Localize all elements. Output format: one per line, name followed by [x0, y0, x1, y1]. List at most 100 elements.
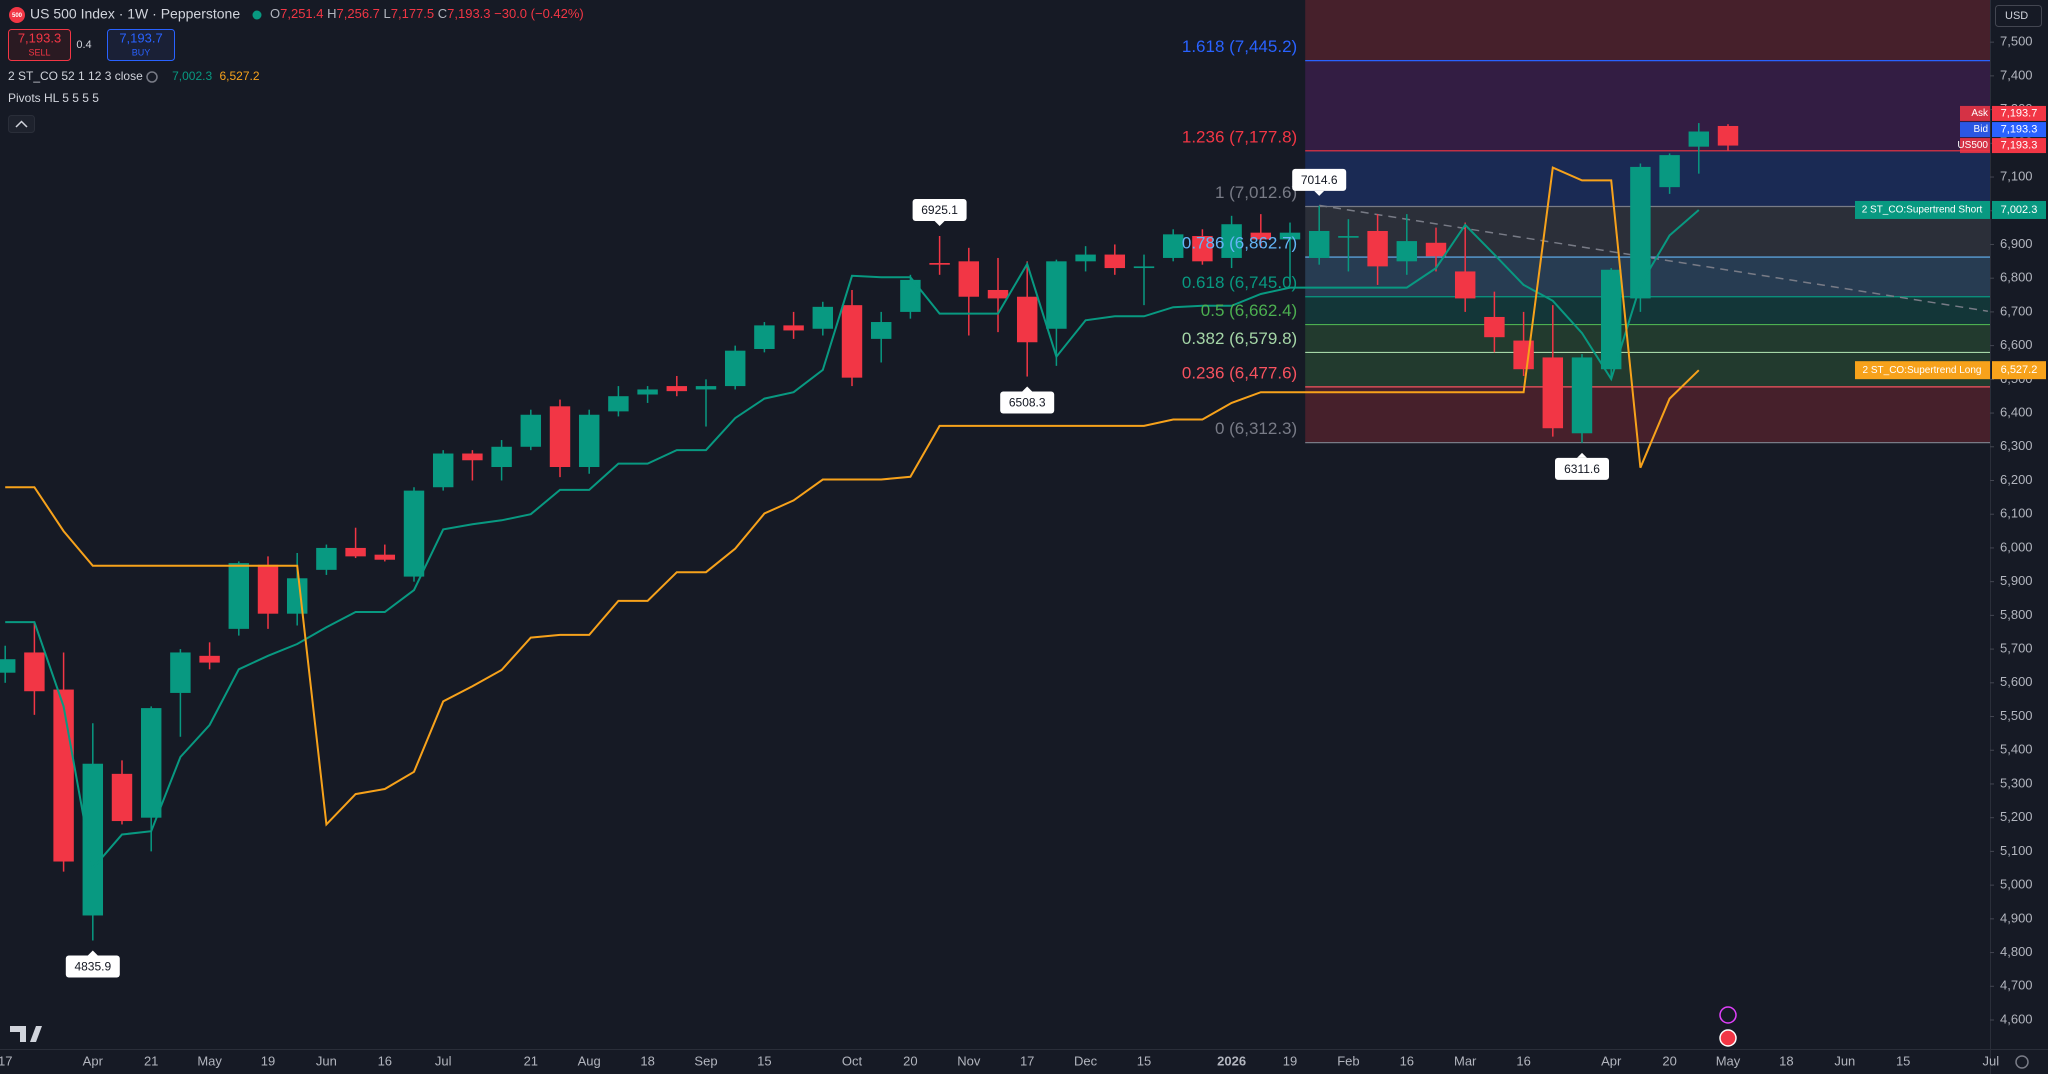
y-tick-label: 7,500 — [2000, 34, 2033, 49]
pivots-legend[interactable]: Pivots HL 5 5 5 5 — [8, 91, 99, 105]
candle-body — [286, 578, 308, 614]
indicator-legend[interactable]: 2 ST_CO 52 1 12 3 close 7,002.3 6,527.2 — [8, 69, 260, 83]
candle-body — [432, 453, 454, 488]
currency-button[interactable] — [1995, 5, 2042, 27]
x-tick-label: Mar — [1454, 1053, 1477, 1068]
candle-body — [1542, 357, 1564, 429]
fib-level-label: 1.618 (7,445.2) — [1182, 37, 1297, 56]
ohlc-value: 7,193.3 — [447, 6, 490, 21]
trend-line — [1319, 204, 1988, 312]
pivot-label-pointer — [1314, 190, 1325, 196]
y-tick-label: 5,200 — [2000, 809, 2033, 824]
indicator-settings-icon[interactable] — [146, 71, 158, 83]
pivot-label-pointer — [1022, 386, 1033, 392]
series-name: 2 ST_CO:Supertrend Short — [1862, 205, 1983, 216]
axis-settings-icon[interactable] — [2015, 1055, 2029, 1069]
y-tick-label: 6,600 — [2000, 337, 2033, 352]
fib-level-label: 1.236 (7,177.8) — [1182, 127, 1297, 146]
economic-events-icon[interactable] — [1719, 1029, 1737, 1047]
candle-body — [1338, 236, 1359, 238]
sell-label[interactable]: SELL — [28, 47, 50, 57]
x-tick-label: 16 — [378, 1053, 392, 1068]
x-tick-label: 20 — [1662, 1053, 1676, 1068]
series-value-tag — [1992, 200, 2046, 219]
market-status — [252, 10, 262, 20]
candle-body — [1630, 166, 1651, 299]
candle-body — [1484, 316, 1505, 338]
tradingview-logo[interactable] — [10, 1026, 42, 1042]
x-tick-label: Sep — [694, 1053, 717, 1068]
y-tick-label: 4,800 — [2000, 944, 2033, 959]
y-tick-label: 6,700 — [2000, 303, 2033, 318]
candle-body — [1425, 242, 1447, 257]
candle-body — [1367, 230, 1388, 267]
symbol-icon-text: 500 — [12, 13, 23, 19]
candle-body — [724, 350, 746, 387]
y-tick-label: 6,800 — [2000, 270, 2033, 285]
fib-level-label: 0 (6,312.3) — [1215, 419, 1297, 438]
y-tick-label: 6,000 — [2000, 539, 2033, 554]
fib-level-label: 0.5 (6,662.4) — [1201, 301, 1297, 320]
candle-body — [228, 563, 250, 629]
candle-body — [987, 289, 1009, 299]
pivot-label: 4835.9 — [74, 960, 111, 974]
pivot-label-pointer — [1577, 452, 1587, 458]
x-tick-label: 16 — [1400, 1053, 1414, 1068]
x-tick-label: 19 — [261, 1053, 275, 1068]
price-tag-name-box — [1960, 105, 1990, 121]
price-tag-name: Bid — [1974, 124, 1988, 135]
ohlc-key: L — [384, 6, 391, 21]
fib-band — [1305, 324, 1990, 353]
buy-label[interactable]: BUY — [132, 47, 151, 57]
series-value: 6,527.2 — [2001, 364, 2038, 376]
ohlc-value: 7,251.4 — [280, 6, 323, 21]
candle-body — [578, 414, 600, 468]
candle-body — [1717, 125, 1739, 146]
price-tag-value: 7,193.3 — [2001, 139, 2038, 151]
collapse-legend-button[interactable] — [8, 115, 35, 133]
pivot-label-box — [65, 955, 120, 978]
x-tick-label: 17 — [0, 1053, 12, 1068]
ohlc-change: −30.0 (−0.42%) — [494, 6, 584, 21]
spread: 0.4 — [76, 39, 91, 51]
pivot-label-box — [1555, 457, 1609, 480]
indicator-name[interactable]: 2 ST_CO 52 1 12 3 close — [8, 69, 143, 83]
symbol-icon — [9, 7, 25, 23]
candle-body — [666, 386, 688, 392]
x-tick-label: 21 — [524, 1053, 538, 1068]
candle-body — [1192, 236, 1213, 262]
x-tick-label: Aug — [578, 1053, 601, 1068]
candle-body — [870, 322, 892, 339]
x-tick-label: Apr — [1601, 1053, 1622, 1068]
y-tick-label: 6,900 — [2000, 236, 2033, 251]
sell-button[interactable] — [8, 29, 71, 61]
series-name-tag — [1855, 361, 1990, 380]
events-icon[interactable] — [1719, 1006, 1737, 1024]
x-tick-label: May — [197, 1053, 222, 1068]
ohlc-value: 7,177.5 — [391, 6, 434, 21]
sell-price[interactable]: 7,193.3 — [18, 30, 61, 45]
candle-body — [257, 564, 279, 614]
price-tag-value: 7,193.3 — [2001, 123, 2038, 135]
price-tag-name-box — [1960, 122, 1990, 138]
currency-label[interactable]: USD — [2005, 10, 2028, 22]
pivot-label: 6508.3 — [1009, 396, 1046, 410]
candle-body — [491, 446, 512, 468]
x-tick-label: 16 — [1516, 1053, 1530, 1068]
candle-body — [637, 389, 658, 395]
buy-button[interactable] — [107, 29, 175, 61]
fib-level-label: 0.786 (6,862.7) — [1182, 234, 1297, 253]
candle-body — [1600, 269, 1622, 370]
series-value-tag — [1992, 361, 2046, 380]
y-tick-label: 4,900 — [2000, 910, 2033, 925]
fib-band — [1305, 296, 1990, 325]
x-tick-label: 18 — [1779, 1053, 1793, 1068]
symbol-title[interactable]: US 500 Index · 1W · Pepperstone — [30, 6, 240, 22]
x-tick-label: Jun — [316, 1053, 337, 1068]
y-tick-label: 5,700 — [2000, 641, 2033, 656]
buy-price[interactable]: 7,193.7 — [119, 30, 162, 45]
supertrend-line — [5, 166, 1700, 827]
candle-body — [1279, 232, 1301, 240]
candle-body — [958, 261, 980, 297]
